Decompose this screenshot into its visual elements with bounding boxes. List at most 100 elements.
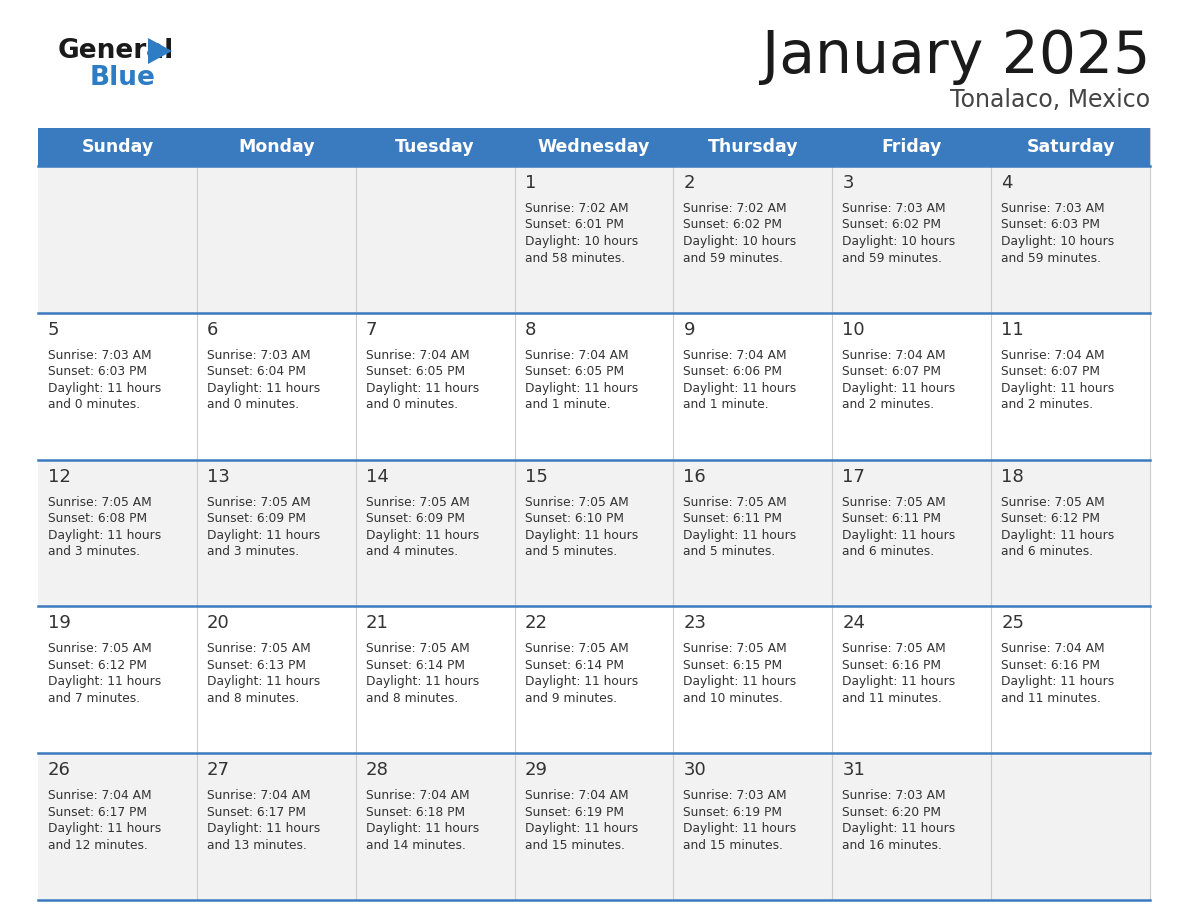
Text: and 5 minutes.: and 5 minutes. (525, 545, 617, 558)
Text: and 8 minutes.: and 8 minutes. (207, 692, 299, 705)
Text: Sunset: 6:16 PM: Sunset: 6:16 PM (1001, 659, 1100, 672)
Text: Sunset: 6:18 PM: Sunset: 6:18 PM (366, 806, 465, 819)
Text: Sunrise: 7:04 AM: Sunrise: 7:04 AM (366, 789, 469, 802)
Text: and 0 minutes.: and 0 minutes. (207, 398, 299, 411)
Text: 31: 31 (842, 761, 865, 779)
Text: 15: 15 (525, 467, 548, 486)
Text: 8: 8 (525, 320, 536, 339)
Text: Sunday: Sunday (81, 138, 153, 156)
Text: and 4 minutes.: and 4 minutes. (366, 545, 457, 558)
Text: Sunrise: 7:05 AM: Sunrise: 7:05 AM (48, 496, 152, 509)
Bar (38, 166, 1150, 313)
Text: and 59 minutes.: and 59 minutes. (683, 252, 783, 264)
Text: Sunrise: 7:03 AM: Sunrise: 7:03 AM (1001, 202, 1105, 215)
Text: 12: 12 (48, 467, 71, 486)
Text: 26: 26 (48, 761, 71, 779)
Text: and 59 minutes.: and 59 minutes. (1001, 252, 1101, 264)
Text: Sunrise: 7:05 AM: Sunrise: 7:05 AM (366, 643, 469, 655)
Text: 29: 29 (525, 761, 548, 779)
Text: Sunset: 6:02 PM: Sunset: 6:02 PM (842, 218, 941, 231)
Text: Daylight: 11 hours: Daylight: 11 hours (207, 823, 320, 835)
Text: Sunrise: 7:04 AM: Sunrise: 7:04 AM (366, 349, 469, 362)
Text: Daylight: 10 hours: Daylight: 10 hours (525, 235, 638, 248)
Text: 23: 23 (683, 614, 707, 633)
Text: 25: 25 (1001, 614, 1024, 633)
Text: January 2025: January 2025 (762, 28, 1150, 85)
Text: and 10 minutes.: and 10 minutes. (683, 692, 783, 705)
Text: Sunrise: 7:03 AM: Sunrise: 7:03 AM (842, 202, 946, 215)
Text: Sunset: 6:19 PM: Sunset: 6:19 PM (525, 806, 624, 819)
Text: and 13 minutes.: and 13 minutes. (207, 839, 307, 852)
Text: Friday: Friday (881, 138, 942, 156)
Text: Sunset: 6:09 PM: Sunset: 6:09 PM (366, 512, 465, 525)
Text: Wednesday: Wednesday (538, 138, 650, 156)
Text: and 11 minutes.: and 11 minutes. (1001, 692, 1101, 705)
Text: and 6 minutes.: and 6 minutes. (1001, 545, 1093, 558)
Text: Sunset: 6:05 PM: Sunset: 6:05 PM (366, 365, 465, 378)
Text: and 1 minute.: and 1 minute. (525, 398, 611, 411)
Text: Sunset: 6:07 PM: Sunset: 6:07 PM (842, 365, 941, 378)
Text: Daylight: 11 hours: Daylight: 11 hours (683, 382, 797, 395)
Text: Sunrise: 7:04 AM: Sunrise: 7:04 AM (525, 789, 628, 802)
Text: Monday: Monday (238, 138, 315, 156)
Text: Daylight: 11 hours: Daylight: 11 hours (525, 676, 638, 688)
Text: Daylight: 11 hours: Daylight: 11 hours (48, 823, 162, 835)
Text: and 0 minutes.: and 0 minutes. (48, 398, 140, 411)
Text: Sunset: 6:20 PM: Sunset: 6:20 PM (842, 806, 941, 819)
Text: Daylight: 10 hours: Daylight: 10 hours (842, 235, 955, 248)
Text: 19: 19 (48, 614, 71, 633)
Text: and 8 minutes.: and 8 minutes. (366, 692, 457, 705)
Text: Sunrise: 7:05 AM: Sunrise: 7:05 AM (207, 496, 310, 509)
Text: Daylight: 11 hours: Daylight: 11 hours (207, 529, 320, 542)
Text: 28: 28 (366, 761, 388, 779)
Text: Daylight: 11 hours: Daylight: 11 hours (842, 382, 955, 395)
Text: Daylight: 11 hours: Daylight: 11 hours (207, 382, 320, 395)
Text: and 7 minutes.: and 7 minutes. (48, 692, 140, 705)
Text: and 6 minutes.: and 6 minutes. (842, 545, 935, 558)
Text: Sunrise: 7:04 AM: Sunrise: 7:04 AM (48, 789, 152, 802)
Polygon shape (148, 38, 172, 64)
Text: Daylight: 11 hours: Daylight: 11 hours (48, 676, 162, 688)
Text: 20: 20 (207, 614, 229, 633)
Text: Sunset: 6:11 PM: Sunset: 6:11 PM (683, 512, 783, 525)
Text: Sunset: 6:16 PM: Sunset: 6:16 PM (842, 659, 941, 672)
Text: and 5 minutes.: and 5 minutes. (683, 545, 776, 558)
Text: Daylight: 10 hours: Daylight: 10 hours (1001, 235, 1114, 248)
Text: Blue: Blue (90, 65, 156, 91)
Text: and 9 minutes.: and 9 minutes. (525, 692, 617, 705)
Text: Daylight: 11 hours: Daylight: 11 hours (683, 529, 797, 542)
Text: Saturday: Saturday (1026, 138, 1114, 156)
Text: Tonalaco, Mexico: Tonalaco, Mexico (950, 88, 1150, 112)
Text: Daylight: 11 hours: Daylight: 11 hours (842, 823, 955, 835)
Text: 5: 5 (48, 320, 59, 339)
Text: Sunset: 6:01 PM: Sunset: 6:01 PM (525, 218, 624, 231)
Text: and 2 minutes.: and 2 minutes. (1001, 398, 1093, 411)
Text: Sunset: 6:10 PM: Sunset: 6:10 PM (525, 512, 624, 525)
Text: Daylight: 11 hours: Daylight: 11 hours (366, 529, 479, 542)
Text: Sunset: 6:13 PM: Sunset: 6:13 PM (207, 659, 305, 672)
Text: Sunrise: 7:03 AM: Sunrise: 7:03 AM (683, 789, 788, 802)
Text: Daylight: 11 hours: Daylight: 11 hours (1001, 676, 1114, 688)
Text: Sunset: 6:08 PM: Sunset: 6:08 PM (48, 512, 147, 525)
Text: Sunset: 6:14 PM: Sunset: 6:14 PM (366, 659, 465, 672)
Text: Sunrise: 7:05 AM: Sunrise: 7:05 AM (842, 496, 946, 509)
Text: Daylight: 11 hours: Daylight: 11 hours (366, 823, 479, 835)
Text: Sunrise: 7:04 AM: Sunrise: 7:04 AM (1001, 349, 1105, 362)
Text: Daylight: 11 hours: Daylight: 11 hours (683, 676, 797, 688)
Text: Daylight: 11 hours: Daylight: 11 hours (525, 823, 638, 835)
Text: Sunset: 6:12 PM: Sunset: 6:12 PM (1001, 512, 1100, 525)
Text: Daylight: 11 hours: Daylight: 11 hours (1001, 529, 1114, 542)
Text: Sunset: 6:07 PM: Sunset: 6:07 PM (1001, 365, 1100, 378)
Text: Daylight: 11 hours: Daylight: 11 hours (683, 823, 797, 835)
Text: Sunrise: 7:04 AM: Sunrise: 7:04 AM (1001, 643, 1105, 655)
Text: Sunrise: 7:03 AM: Sunrise: 7:03 AM (48, 349, 152, 362)
Text: and 14 minutes.: and 14 minutes. (366, 839, 466, 852)
Text: Sunrise: 7:04 AM: Sunrise: 7:04 AM (683, 349, 788, 362)
Text: 1: 1 (525, 174, 536, 192)
Text: and 15 minutes.: and 15 minutes. (683, 839, 783, 852)
Text: Sunset: 6:17 PM: Sunset: 6:17 PM (48, 806, 147, 819)
Text: Daylight: 11 hours: Daylight: 11 hours (366, 382, 479, 395)
Text: and 15 minutes.: and 15 minutes. (525, 839, 625, 852)
Text: Sunrise: 7:04 AM: Sunrise: 7:04 AM (207, 789, 310, 802)
Text: 17: 17 (842, 467, 865, 486)
